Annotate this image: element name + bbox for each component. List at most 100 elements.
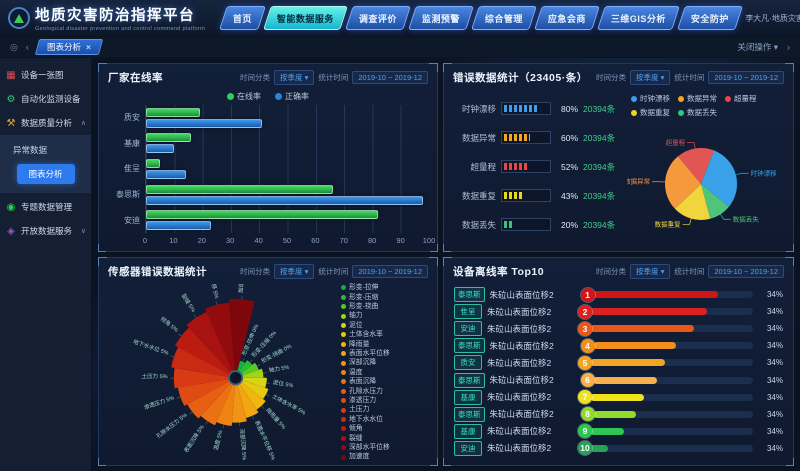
offline-bar-fill xyxy=(592,342,676,350)
y-axis-label: 安迪 xyxy=(124,215,140,225)
x-tick-label: 10 xyxy=(169,236,178,245)
nav-tab-label: 监测预警 xyxy=(421,14,460,24)
panel-controls: 时间分类 按季度 ▾ 统计时间 2019-10 ~ 2019-12 xyxy=(596,70,784,85)
sidebar-item[interactable]: ◈ 开放数据服务 ∨ xyxy=(0,219,91,243)
legend-label: 降雨量 xyxy=(349,340,370,348)
online-rate-bar xyxy=(146,107,200,117)
offline-top10-list: 泰思斯 朱砬山表面位移2 1 34% 隹呈 朱砬山表面位移2 2 34% 安迪 朱砬山表面位移2 3… xyxy=(452,284,785,461)
chevron-icon: ∧ xyxy=(80,120,86,127)
sensor-error-chart: 形变-拉伸 0% 形变-压缩 0% 形变-挠曲 0% 轴力 5% 泥位 5% 土体含水率 … xyxy=(99,282,437,465)
back-arrow-icon[interactable]: ‹ xyxy=(25,42,29,52)
forward-arrow-icon[interactable]: › xyxy=(787,42,790,52)
sidebar-item[interactable]: ⚒ 数据质量分析 ∧ xyxy=(0,111,91,135)
legend-dot xyxy=(341,426,346,432)
nav-tab[interactable]: 监测预警 xyxy=(408,6,475,30)
rose-wedge xyxy=(235,377,266,410)
nav-tab[interactable]: 智能数据服务 xyxy=(263,6,348,30)
time-class-label: 时间分类 xyxy=(596,267,627,276)
time-class-select[interactable]: 按季度 ▾ xyxy=(630,70,671,85)
error-bar-fill xyxy=(504,134,531,141)
offline-bar-track xyxy=(592,342,753,350)
legend-item: 形变-压缩 xyxy=(341,293,429,302)
legend-item: 土压力 xyxy=(341,405,429,414)
error-type-label: 时钟漂移 xyxy=(461,103,496,114)
app-subtitle: Geological disaster prevention and contr… xyxy=(35,26,206,32)
rose-wedge xyxy=(235,377,269,400)
time-class-select[interactable]: 按季度 ▾ xyxy=(274,70,315,85)
legend-dot xyxy=(341,341,346,347)
time-class-select[interactable]: 按季度 ▾ xyxy=(630,264,671,279)
stat-time-range[interactable]: 2019-10 ~ 2019-12 xyxy=(352,265,428,278)
legend-item: 形变-拉伸 xyxy=(341,283,429,292)
dashboard-grid: 厂家在线率 时间分类 按季度 ▾ 统计时间 2019-10 ~ 2019-12 在线率… xyxy=(92,58,800,471)
pie-callout-line xyxy=(687,142,696,149)
legend-item: 数据异常 xyxy=(678,93,717,104)
nav-tab[interactable]: 三维GIS分析 xyxy=(597,6,681,30)
device-name: 朱砬山表面位移2 xyxy=(487,357,552,368)
device-name: 朱砬山表面位移2 xyxy=(489,340,554,351)
rose-callout-line xyxy=(266,393,270,397)
rose-wedge xyxy=(228,299,255,378)
sidebar-item-label: 自动化监测设备 xyxy=(21,94,81,104)
data-quality-icon: ⚒ xyxy=(6,117,16,129)
sidebar-item-label: 专题数据管理 xyxy=(21,202,73,212)
nav-tab[interactable]: 首页 xyxy=(219,6,266,30)
sidebar-item[interactable]: ◉ 专题数据管理 xyxy=(0,195,91,219)
nav-tab[interactable]: 应急会商 xyxy=(534,6,601,30)
rose-wedge-label: 温度 5% xyxy=(212,429,225,451)
legend-item: 加速度 xyxy=(341,452,429,461)
logo-triangle xyxy=(14,13,24,23)
error-pie-side: 时钟漂移 数据异常 超量程 数据重复 数据丢失 超量程 时钟漂移 数据丢失 数据重复 数据异常 xyxy=(627,90,785,247)
user-menu[interactable]: 李大凡·地质灾害防治… ▾ xyxy=(745,13,800,24)
sidebar-item[interactable]: ⚙ 自动化监测设备 xyxy=(0,87,91,111)
nav-tab-label: 智能数据服务 xyxy=(276,14,334,24)
offline-row: 基康 朱砬山表面位移2 9 34% xyxy=(454,423,783,439)
bar-group xyxy=(146,133,429,154)
legend-dot xyxy=(341,417,346,423)
x-tick-label: 80 xyxy=(368,236,377,245)
stat-time-range[interactable]: 2019-10 ~ 2019-12 xyxy=(352,71,428,84)
pie-legend: 时钟漂移 数据异常 超量程 数据重复 数据丢失 xyxy=(627,93,785,118)
stat-time-range[interactable]: 2019-10 ~ 2019-12 xyxy=(708,265,784,278)
close-icon[interactable]: × xyxy=(85,42,91,52)
rose-wedge-label: 深部沉降 5% xyxy=(238,428,249,460)
offline-bar-track xyxy=(590,393,753,401)
legend-label: 表面水平位移 xyxy=(349,349,390,357)
sidebar-subitem[interactable]: 异常数据 xyxy=(13,145,48,155)
sidebar-item[interactable]: ▦ 设备一张图 xyxy=(0,63,91,87)
error-bar-track xyxy=(501,131,551,144)
legend-label: 深部沉降 xyxy=(349,359,377,367)
pie-callout-line xyxy=(682,218,692,225)
legend-dot xyxy=(631,95,637,102)
rose-wedge-label: 裂缝 5% xyxy=(180,292,198,314)
pie-slice xyxy=(665,156,701,209)
legend-item: 孔隙水压力 xyxy=(341,387,429,396)
panel-factory-online-rate: 厂家在线率 时间分类 按季度 ▾ 统计时间 2019-10 ~ 2019-12 在线率… xyxy=(98,63,438,252)
legend-dot xyxy=(341,332,346,338)
y-axis-label: 基康 xyxy=(124,138,140,148)
time-class-select[interactable]: 按季度 ▾ xyxy=(274,264,315,279)
legend-label: 孔隙水压力 xyxy=(349,387,383,395)
nav-tab[interactable]: 调查评价 xyxy=(345,6,412,30)
rose-callout-line xyxy=(215,301,218,305)
offline-pct: 34% xyxy=(766,426,783,436)
panel-controls: 时间分类 按季度 ▾ 统计时间 2019-10 ~ 2019-12 xyxy=(240,264,428,279)
error-type-label: 数据异常 xyxy=(461,132,496,143)
offline-bar-track xyxy=(590,359,753,367)
tab-chart-analysis[interactable]: 图表分析 × xyxy=(34,39,103,55)
nav-tab[interactable]: 安全防护 xyxy=(677,6,744,30)
pin-icon[interactable]: ◎ xyxy=(10,41,18,52)
panel-corner xyxy=(786,244,794,252)
nav-tab[interactable]: 综合管理 xyxy=(471,6,538,30)
sidebar-subitem-active[interactable]: 图表分析 xyxy=(16,164,75,184)
rose-wedge-label: 渗透压力 5% xyxy=(143,393,176,411)
nav-tab-label: 三维GIS分析 xyxy=(610,14,667,24)
sidebar-submenu: 异常数据 图表分析 xyxy=(0,135,91,193)
panel-corner xyxy=(443,244,451,252)
panel-corner xyxy=(443,458,451,466)
chevron-icon: ∨ xyxy=(80,228,86,235)
close-operations-menu[interactable]: 关闭操作 ▾ xyxy=(737,41,778,53)
stat-time-range[interactable]: 2019-10 ~ 2019-12 xyxy=(708,71,784,84)
nav-tab-label: 安全防护 xyxy=(691,14,730,24)
legend-label: 渗透压力 xyxy=(349,397,377,405)
